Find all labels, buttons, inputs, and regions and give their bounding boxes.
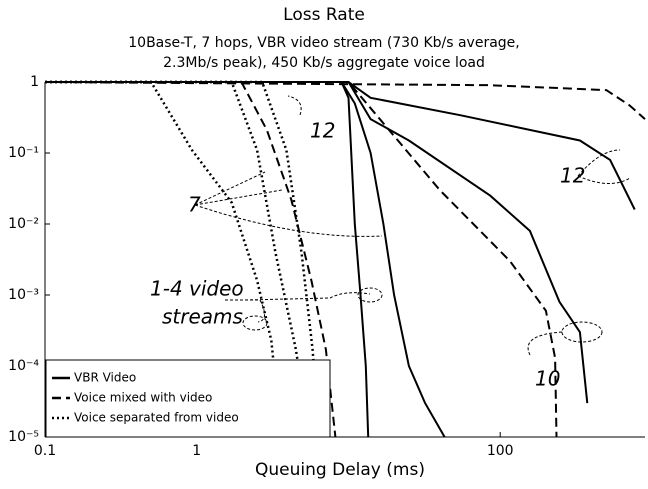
x-tick-label: 1 [192,443,201,459]
y-tick-label: 10⁻² [8,216,39,232]
y-tick-label: 10⁻⁵ [8,429,39,445]
arrow [527,331,563,356]
arrow [357,287,383,303]
x-axis-label: Queuing Delay (ms) [255,460,425,480]
arrow [242,315,268,331]
arrow [244,292,371,301]
chart-subtitle: 2.3Mb/s peak), 450 Kb/s aggregate voice … [163,55,485,71]
chart-title: Loss Rate [283,5,365,25]
x-tick-label: 100 [487,443,514,459]
arrow [194,204,383,237]
legend-label: Voice separated from video [74,411,239,425]
annotation: streams [162,305,243,329]
y-tick-label: 1 [30,74,39,90]
annotation: 1-4 video [150,277,244,301]
arrow [194,171,266,206]
legend-box [45,359,331,438]
arrow [577,175,631,184]
legend-label: VBR Video [74,371,136,385]
arrow [577,149,621,177]
y-tick-label: 10⁻⁴ [8,358,39,374]
line [45,81,636,210]
annotation: 12 [560,164,585,188]
arrow [561,321,603,343]
legend-label: Voice mixed with video [74,391,212,405]
x-tick-label: 0.1 [34,443,56,459]
annotation-arrows [194,95,631,356]
y-tick-label: 10⁻¹ [8,145,39,161]
arrow [194,189,283,206]
line [44,81,646,120]
chart-subtitle: 10Base-T, 7 hops, VBR video stream (730 … [128,35,520,51]
line [45,81,446,438]
annotation: 10 [535,367,560,391]
arrow [287,95,302,116]
annotation: 7 [188,193,201,217]
y-tick-label: 10⁻³ [8,287,39,303]
annotation: 12 [310,119,335,143]
line [45,81,589,404]
